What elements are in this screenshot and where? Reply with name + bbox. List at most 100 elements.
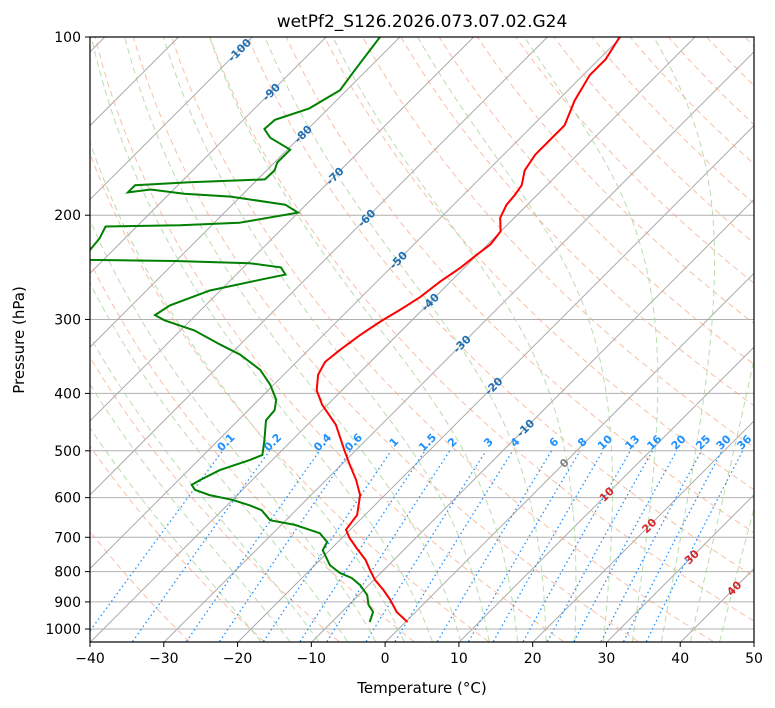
isotherm-line — [311, 198, 754, 642]
mixing-ratio-line — [600, 450, 703, 642]
mixing-ratio-line — [645, 450, 744, 642]
mixing-ratio-line — [467, 450, 581, 642]
isotherm-line — [458, 346, 754, 642]
dry-adiabat-line — [438, 37, 754, 365]
dry-adiabat-line — [285, 37, 754, 534]
moist-adiabat-line — [124, 37, 462, 642]
moist-adiabat-line — [417, 37, 613, 642]
mixing-ratio-line — [546, 450, 654, 642]
axes: −40 −30 −20 −10 0 10 20 30 40 50 100 200 300 400 500 60… — [45, 30, 763, 667]
dry-adiabat-line — [362, 37, 754, 448]
y-tick-label: 700 — [54, 530, 81, 546]
isotherm-line — [90, 37, 475, 422]
mixing-ratio-line — [185, 450, 321, 642]
dry-adiabat-line — [209, 37, 754, 622]
dry-adiabat-line — [90, 530, 190, 642]
dry-adiabat-line — [94, 37, 564, 642]
dry-adiabat-line — [629, 37, 754, 165]
y-tick-label: 1000 — [45, 622, 81, 638]
dry-adiabat-line — [323, 37, 754, 491]
moist-adiabat-line — [163, 37, 490, 642]
dry-adiabat-line — [553, 37, 754, 244]
dry-adiabat-line — [667, 37, 754, 126]
x-axis-label: Temperature (°C) — [356, 679, 486, 697]
y-tick-label: 600 — [54, 491, 81, 507]
moist-adiabat-line — [90, 335, 320, 642]
mixing-ratio-label: 8 — [575, 435, 590, 450]
moist-adiabat-line — [90, 383, 291, 642]
dry-adiabat-line — [90, 356, 340, 642]
y-tick-label: 500 — [54, 444, 81, 460]
dry-adiabat-line — [90, 260, 415, 642]
x-tick-label: 40 — [671, 651, 689, 667]
isotherm-line — [754, 37, 775, 642]
x-tick-label: 50 — [745, 651, 763, 667]
x-tick-label: 20 — [524, 651, 542, 667]
mixing-ratio-line — [262, 450, 392, 642]
moist-adiabat-line — [719, 506, 754, 642]
y-tick-label: 300 — [54, 312, 81, 328]
chart-title: wetPf2_S126.2026.073.07.02.G24 — [277, 12, 568, 32]
isotherm-line — [237, 124, 754, 642]
mixing-ratio-line — [436, 450, 553, 642]
isotherm-line — [90, 37, 548, 496]
y-tick-label: 200 — [54, 208, 81, 224]
mixing-ratio-label: 20 — [669, 432, 689, 452]
isotherm-line — [90, 37, 327, 274]
moist-adiabat-line — [90, 218, 377, 642]
x-tick-label: −30 — [149, 651, 179, 667]
mixing-ratio-label: 13 — [622, 432, 642, 452]
mixing-ratio-line — [219, 450, 352, 642]
isotherm-line — [90, 37, 253, 201]
moist-adiabat-line — [90, 426, 262, 642]
mixing-ratio-label: 30 — [714, 432, 734, 452]
moist-adiabat-line — [209, 37, 519, 642]
x-tick-label: −10 — [297, 651, 327, 667]
isotherm-line — [606, 494, 754, 642]
background-lines — [90, 37, 775, 642]
mixing-ratio-line — [394, 450, 514, 642]
dry-adiabat-line — [90, 445, 265, 642]
plot-frame — [89, 36, 755, 643]
mixing-ratio-line — [573, 450, 678, 642]
dry-adiabat-line — [476, 37, 754, 325]
moist-adiabat-line — [332, 37, 577, 642]
dry-adiabat-line — [591, 37, 754, 205]
x-tick-label: −40 — [75, 651, 105, 667]
y-axis-label: Pressure (hPa) — [10, 286, 28, 394]
x-tick-label: −20 — [223, 651, 253, 667]
moist-adiabat-line — [90, 140, 405, 642]
temperature-line — [315, 37, 621, 623]
y-tick-label: 800 — [54, 565, 81, 581]
mixing-ratio-label: 2 — [445, 435, 460, 450]
isotherm-line — [532, 420, 754, 642]
mixing-ratio-label: 6 — [547, 435, 562, 450]
y-tick-label: 100 — [54, 30, 81, 46]
moist-adiabat-line — [690, 357, 754, 642]
dry-adiabat-line — [90, 151, 489, 642]
moist-adiabat-line — [90, 37, 433, 642]
dry-adiabat-line — [247, 37, 754, 578]
mixing-ratio-label: 1 — [387, 435, 402, 450]
isotherm-line — [90, 37, 696, 642]
dry-adiabat-line — [171, 37, 714, 642]
line-labels: 0.1 0.2 0.4 0.6 1 1.5 2 3 4 6 8 10 13 16 20 25 30 36-100-… — [215, 36, 755, 599]
dry-adiabat-line — [706, 37, 754, 87]
isotherm-line — [90, 37, 401, 348]
x-tick-label: 30 — [598, 651, 616, 667]
mixing-ratio-line — [365, 450, 487, 642]
moist-adiabat-line — [653, 37, 716, 642]
moist-adiabat-line — [90, 281, 348, 642]
moist-adiabat-line — [264, 37, 547, 642]
y-tick-label: 400 — [54, 386, 81, 402]
mixing-ratio-label: 10 — [595, 432, 615, 452]
mixing-ratio-label: 16 — [644, 432, 664, 452]
isotherm-line — [163, 51, 754, 642]
mixing-ratio-line — [299, 450, 426, 642]
mixing-ratio-label: 3 — [481, 435, 496, 450]
dewpoint-line — [90, 37, 381, 623]
moist-adiabat-line — [523, 37, 659, 642]
isotherm-line — [385, 272, 754, 642]
mixing-ratio-line — [132, 450, 271, 642]
